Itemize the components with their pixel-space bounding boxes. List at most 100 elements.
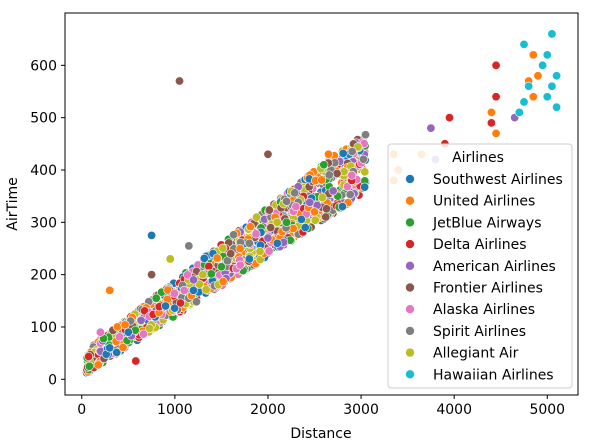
x-tick-label: 5000: [529, 402, 565, 418]
data-point: [151, 293, 161, 303]
data-point: [552, 71, 562, 81]
data-point: [179, 285, 189, 295]
legend-label: Frontier Airlines: [433, 281, 543, 297]
data-point: [204, 261, 214, 271]
data-point: [310, 215, 320, 225]
data-point: [201, 285, 211, 295]
data-point: [519, 39, 529, 49]
data-point: [547, 81, 557, 91]
data-point: [328, 186, 338, 196]
data-point: [305, 197, 315, 207]
data-point: [175, 298, 185, 308]
legend-label: Allegiant Air: [433, 346, 519, 362]
data-point: [264, 205, 274, 215]
data-point: [212, 253, 222, 263]
data-point: [184, 241, 194, 251]
legend-label: Delta Airlines: [433, 237, 527, 253]
legend-title: Airlines: [452, 150, 504, 166]
data-point: [345, 190, 355, 200]
data-point: [263, 233, 273, 243]
data-point: [218, 243, 228, 253]
data-point: [321, 212, 331, 222]
data-point: [360, 167, 370, 177]
data-point: [542, 92, 552, 102]
data-point: [198, 270, 208, 280]
axes-frame: [64, 12, 579, 396]
legend-label: United Airlines: [433, 194, 535, 210]
data-point: [528, 50, 538, 60]
data-point: [347, 147, 357, 157]
legend-label: Spirit Airlines: [433, 324, 526, 340]
legend-marker: [405, 347, 415, 358]
legend: Airlines Southwest Airlines United Airlin…: [387, 143, 573, 389]
data-point: [519, 97, 529, 107]
x-tick-label: 3000: [343, 402, 379, 418]
data-point: [296, 214, 306, 224]
data-point: [323, 149, 333, 159]
data-point: [282, 217, 292, 227]
legend-marker: [405, 217, 415, 228]
legend-marker: [405, 326, 415, 336]
data-point: [139, 329, 149, 339]
data-point: [218, 277, 228, 287]
legend-label: JetBlue Airways: [432, 215, 542, 231]
y-tick-label: 100: [30, 320, 57, 336]
data-point: [84, 361, 94, 371]
data-point: [290, 188, 300, 198]
data-point: [245, 222, 255, 232]
data-point: [170, 303, 180, 313]
data-point: [105, 343, 115, 353]
data-point: [84, 352, 94, 362]
data-point: [321, 204, 331, 214]
data-point: [255, 247, 265, 257]
data-point: [291, 202, 301, 212]
legend-marker: [405, 369, 415, 380]
legend-label: Alaska Airlines: [433, 302, 535, 318]
data-point: [486, 107, 496, 117]
x-tick-label: 4000: [436, 402, 472, 418]
legend-marker: [405, 195, 415, 206]
data-point: [136, 315, 146, 325]
x-ticks: 0 1000 2000 3000 4000 5000: [77, 395, 565, 418]
data-point: [310, 207, 320, 217]
legend-label: Hawaiian Airlines: [433, 367, 554, 383]
data-point: [123, 327, 133, 337]
data-point: [332, 169, 342, 179]
legend-box: [387, 143, 573, 389]
data-point: [282, 196, 292, 206]
legend-entries: Southwest Airlines United Airlines JetBlue…: [405, 172, 563, 383]
data-point: [360, 182, 370, 192]
data-point: [547, 29, 557, 39]
data-point: [191, 297, 201, 307]
data-point: [272, 217, 282, 227]
data-point: [183, 270, 193, 280]
data-point: [199, 253, 209, 263]
y-axis-label: AirTime: [5, 177, 21, 230]
data-point: [528, 92, 538, 102]
y-tick-label: 200: [30, 268, 57, 284]
data-point: [445, 113, 455, 123]
legend-marker: [405, 174, 415, 184]
data-point: [147, 230, 157, 240]
data-point: [514, 107, 524, 117]
data-point: [524, 81, 534, 91]
x-tick-label: 2000: [250, 402, 286, 418]
y-tick-label: 300: [30, 215, 57, 231]
data-point: [188, 275, 198, 285]
data-point: [161, 301, 171, 311]
legend-label: American Airlines: [433, 259, 556, 275]
data-point: [188, 285, 198, 295]
data-point: [324, 170, 334, 180]
data-point: [542, 50, 552, 60]
data-point: [115, 332, 125, 342]
legend-marker: [405, 260, 415, 271]
data-point: [244, 254, 254, 264]
legend-marker: [405, 304, 415, 315]
data-point: [319, 160, 329, 170]
legend-marker: [405, 282, 415, 293]
y-tick-label: 400: [30, 163, 57, 179]
data-point: [533, 71, 543, 81]
data-point: [317, 175, 327, 185]
